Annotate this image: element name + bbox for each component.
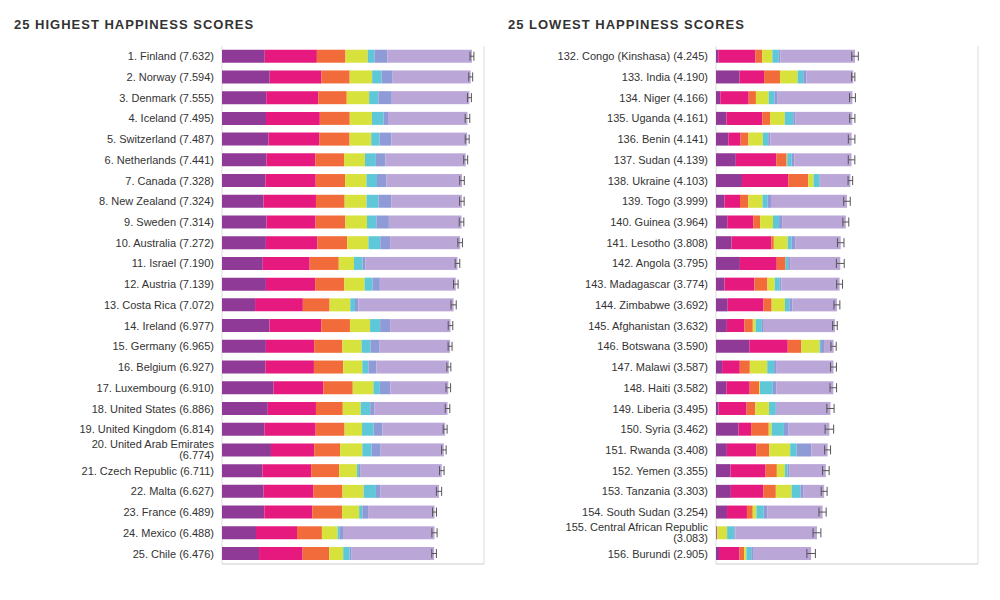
svg-text:10. Australia (7.272): 10. Australia (7.272) [116,237,214,249]
svg-text:6. Netherlands (7.441): 6. Netherlands (7.441) [105,154,214,166]
svg-text:147. Malawi (3.587): 147. Malawi (3.587) [611,361,708,373]
svg-text:16. Belgium (6.927): 16. Belgium (6.927) [118,361,214,373]
svg-text:137. Sudan (4.139): 137. Sudan (4.139) [614,154,708,166]
svg-text:139. Togo (3.999): 139. Togo (3.999) [622,195,708,207]
svg-text:14. Ireland (6.977): 14. Ireland (6.977) [124,320,214,332]
svg-text:134. Niger (4.166): 134. Niger (4.166) [619,92,708,104]
svg-text:150. Syria (3.462): 150. Syria (3.462) [621,423,708,435]
svg-text:132. Congo (Kinshasa) (4.245): 132. Congo (Kinshasa) (4.245) [558,50,708,62]
svg-text:3. Denmark (7.555): 3. Denmark (7.555) [119,92,214,104]
svg-text:153. Tanzania (3.303): 153. Tanzania (3.303) [602,485,708,497]
svg-text:19. United Kingdom (6.814): 19. United Kingdom (6.814) [79,423,214,435]
svg-text:11. Israel (7.190): 11. Israel (7.190) [132,257,214,269]
svg-text:13. Costa Rica (7.072): 13. Costa Rica (7.072) [104,299,214,311]
svg-text:7. Canada (7.328): 7. Canada (7.328) [125,175,214,187]
svg-text:149. Liberia (3.495): 149. Liberia (3.495) [613,403,708,415]
svg-text:142. Angola (3.795): 142. Angola (3.795) [612,257,708,269]
svg-text:140. Guinea (3.964): 140. Guinea (3.964) [610,216,708,228]
svg-text:154. South Sudan (3.254): 154. South Sudan (3.254) [582,506,708,518]
svg-text:21. Czech Republic (6.711): 21. Czech Republic (6.711) [82,465,214,477]
svg-text:133. India (4.190): 133. India (4.190) [622,71,708,83]
svg-text:20. United Arab Emirates(6.774: 20. United Arab Emirates(6.774) [92,438,215,461]
svg-text:1. Finland (7.632): 1. Finland (7.632) [128,50,214,62]
svg-text:145. Afghanistan (3.632): 145. Afghanistan (3.632) [588,320,708,332]
svg-text:155. Central African Republic(: 155. Central African Republic(3.083) [566,521,709,544]
svg-text:15. Germany (6.965): 15. Germany (6.965) [113,340,215,352]
svg-text:5. Switzerland (7.487): 5. Switzerland (7.487) [107,133,214,145]
svg-text:135. Uganda (4.161): 135. Uganda (4.161) [607,112,708,124]
svg-text:148. Haiti (3.582): 148. Haiti (3.582) [624,382,708,394]
html-text:25 LOWEST HAPPINESS SCORES: 25 LOWEST HAPPINESS SCORES [508,17,745,32]
svg-text:138. Ukraine (4.103): 138. Ukraine (4.103) [608,175,708,187]
svg-text:18. United States (6.886): 18. United States (6.886) [92,403,214,415]
svg-text:2. Norway (7.594): 2. Norway (7.594) [127,71,214,83]
svg-text:24. Mexico (6.488): 24. Mexico (6.488) [123,527,214,539]
svg-text:152. Yemen (3.355): 152. Yemen (3.355) [612,465,708,477]
svg-text:151. Rwanda (3.408): 151. Rwanda (3.408) [605,444,708,456]
svg-text:4. Iceland (7.495): 4. Iceland (7.495) [128,112,214,124]
html-text:25 HIGHEST HAPPINESS SCORES: 25 HIGHEST HAPPINESS SCORES [14,17,255,32]
svg-text:25. Chile (6.476): 25. Chile (6.476) [133,548,214,560]
svg-text:136. Benin (4.141): 136. Benin (4.141) [617,133,708,145]
svg-text:141. Lesotho (3.808): 141. Lesotho (3.808) [606,237,708,249]
svg-text:22. Malta (6.627): 22. Malta (6.627) [131,485,214,497]
svg-text:144. Zimbabwe (3.692): 144. Zimbabwe (3.692) [595,299,708,311]
svg-text:9. Sweden (7.314): 9. Sweden (7.314) [124,216,214,228]
svg-text:12. Austria (7.139): 12. Austria (7.139) [124,278,214,290]
svg-text:143. Madagascar (3.774): 143. Madagascar (3.774) [585,278,708,290]
svg-text:17. Luxembourg (6.910): 17. Luxembourg (6.910) [97,382,214,394]
svg-text:146. Botswana (3.590): 146. Botswana (3.590) [597,340,708,352]
svg-text:8. New Zealand (7.324): 8. New Zealand (7.324) [99,195,214,207]
svg-text:23. France (6.489): 23. France (6.489) [124,506,215,518]
svg-text:156. Burundi (2.905): 156. Burundi (2.905) [608,548,708,560]
